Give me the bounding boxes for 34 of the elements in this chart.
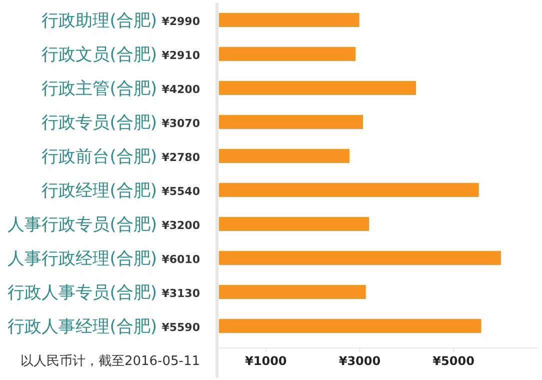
x-tick-label: ¥5000	[432, 354, 474, 368]
y-tick-label: 人事行政专员(合肥)	[8, 215, 157, 235]
bar	[219, 217, 370, 231]
y-tick-label: 行政经理(合肥)	[42, 181, 157, 201]
bar	[219, 149, 350, 163]
data-label: ¥2910	[162, 49, 200, 62]
x-tick-label: ¥1000	[245, 354, 287, 368]
data-label: ¥5540	[162, 185, 200, 198]
y-tick-label: 行政文员(合肥)	[42, 45, 157, 65]
y-tick-label: 行政助理(合肥)	[42, 11, 157, 31]
data-label: ¥3130	[162, 287, 200, 300]
y-tick-label: 行政专员(合肥)	[42, 113, 157, 133]
bar	[219, 13, 360, 27]
x-tick-label: ¥3000	[338, 354, 381, 368]
data-label: ¥3200	[162, 219, 200, 232]
data-label: ¥3070	[162, 117, 200, 130]
data-label: ¥5590	[162, 321, 200, 334]
y-tick-label: 行政主管(合肥)	[42, 79, 157, 99]
y-tick-label: 人事行政经理(合肥)	[8, 249, 157, 269]
bar	[219, 47, 356, 61]
y-tick-label: 行政人事经理(合肥)	[8, 317, 157, 337]
bar	[219, 319, 482, 333]
bar	[219, 81, 416, 95]
y-tick-label: 行政前台(合肥)	[42, 147, 157, 167]
text: 以人民币计，截至2016-05-11	[20, 354, 200, 369]
bar	[219, 251, 501, 265]
bar	[219, 183, 479, 197]
data-label: ¥2990	[162, 15, 200, 28]
data-label: ¥6010	[162, 253, 200, 266]
y-tick-label: 行政人事专员(合肥)	[8, 283, 157, 303]
data-label: ¥4200	[162, 83, 200, 96]
bar	[219, 285, 366, 299]
bar	[219, 115, 364, 129]
data-label: ¥2780	[162, 151, 200, 164]
